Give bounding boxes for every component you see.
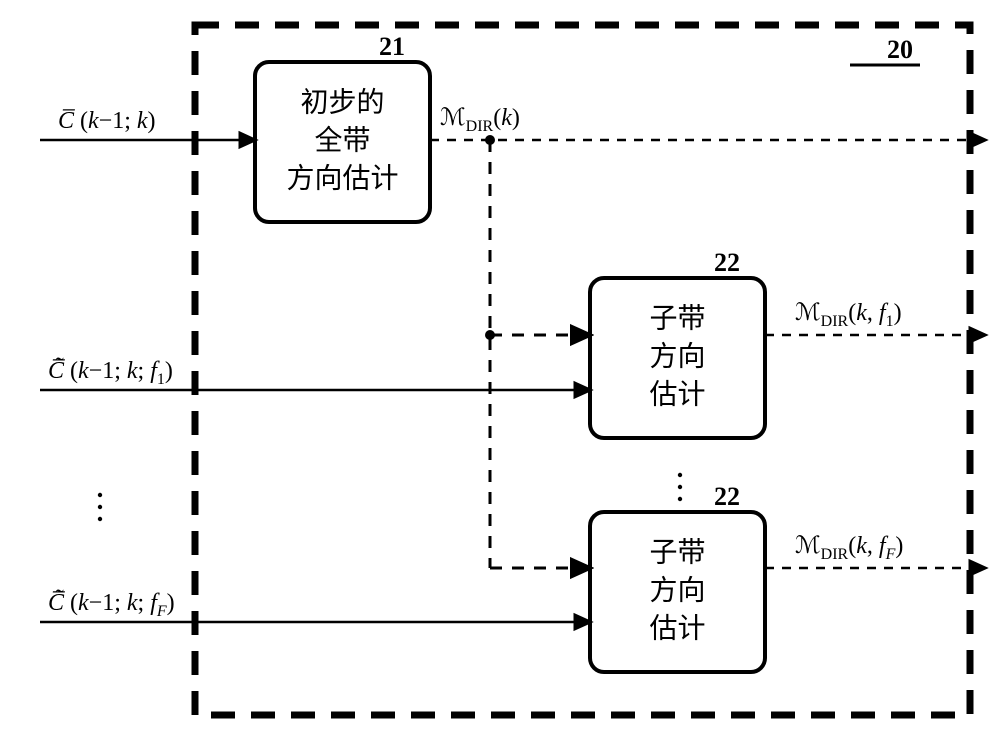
svg-text:21: 21 — [379, 32, 405, 61]
svg-text:22: 22 — [714, 248, 740, 277]
svg-text:C̅̃ (k−1; k; fF): C̅̃ (k−1; k; fF) — [48, 589, 175, 620]
svg-text:全带: 全带 — [314, 124, 370, 156]
svg-text:子带: 子带 — [649, 536, 705, 568]
svg-text:方向估计: 方向估计 — [286, 162, 398, 194]
svg-text:22: 22 — [714, 482, 740, 511]
svg-text:20: 20 — [887, 35, 913, 64]
svg-text:C̅ (k−1; k): C̅ (k−1; k) — [58, 108, 156, 134]
svg-text:子带: 子带 — [649, 302, 705, 334]
svg-text:ℳDIR(k, fF): ℳDIR(k, fF) — [795, 533, 903, 563]
svg-text:C̅̃ (k−1; k; f1): C̅̃ (k−1; k; f1) — [48, 357, 173, 388]
svg-text:初步的: 初步的 — [300, 86, 384, 118]
svg-text:方向: 方向 — [649, 574, 705, 606]
svg-text:方向: 方向 — [649, 340, 705, 372]
svg-text:ℳDIR(k): ℳDIR(k) — [440, 105, 520, 135]
svg-text:估计: 估计 — [649, 612, 705, 644]
svg-text:估计: 估计 — [649, 378, 705, 410]
svg-text:ℳDIR(k, f1): ℳDIR(k, f1) — [795, 300, 902, 330]
